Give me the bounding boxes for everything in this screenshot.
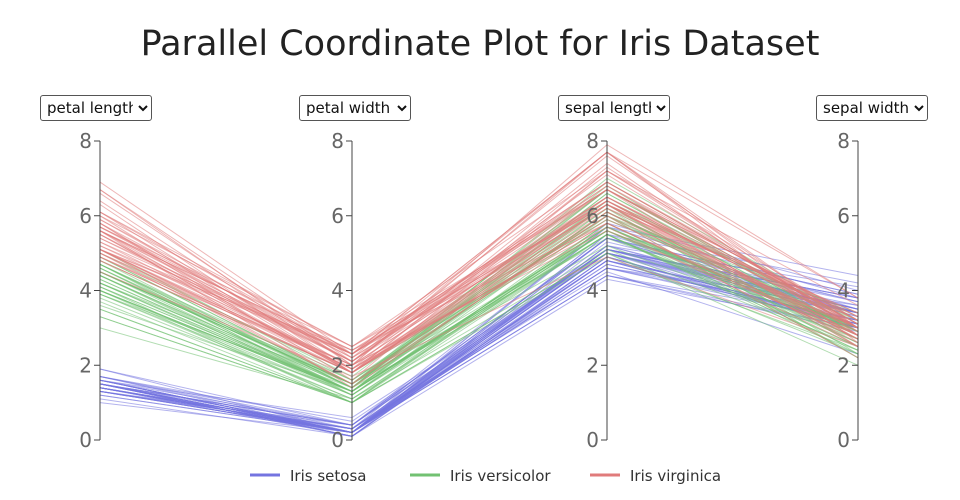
tick-label: 6 — [79, 204, 92, 228]
record-line — [99, 200, 859, 359]
series-iris-virginica — [99, 144, 859, 389]
tick-label: 2 — [79, 353, 92, 377]
tick-label: 8 — [586, 129, 599, 153]
tick-label: 0 — [79, 428, 92, 452]
tick-label: 4 — [79, 279, 92, 303]
record-line — [99, 151, 859, 355]
axis-sepal-width: 0 2 4 6 8 — [837, 129, 859, 452]
tick-label: 0 — [837, 428, 850, 452]
axis-sepal-length: 0 2 4 6 8 — [586, 129, 608, 452]
record-line — [99, 189, 859, 355]
record-line — [99, 215, 859, 374]
tick-label: 8 — [331, 129, 344, 153]
record-line — [99, 218, 859, 374]
tick-label: 0 — [586, 428, 599, 452]
record-line — [99, 189, 859, 348]
legend-label: Iris versicolor — [450, 467, 551, 485]
tick-label: 6 — [837, 204, 850, 228]
tick-label: 2 — [586, 353, 599, 377]
record-line — [99, 207, 859, 355]
chart-title: Parallel Coordinate Plot for Iris Datase… — [140, 24, 820, 64]
polylines-layer — [99, 144, 859, 437]
legend-item-iris-setosa[interactable]: Iris setosa — [250, 467, 366, 485]
tick-label: 8 — [837, 129, 850, 153]
tick-label: 2 — [331, 353, 344, 377]
tick-label: 8 — [79, 129, 92, 153]
record-line — [99, 233, 859, 404]
tick-label: 2 — [837, 353, 850, 377]
axes-layer: 0 2 4 6 8 0 2 4 6 8 0 2 4 6 8 0 2 4 6 8 — [79, 129, 859, 452]
record-line — [99, 252, 859, 404]
tick-label: 4 — [837, 279, 850, 303]
tick-label: 4 — [331, 279, 344, 303]
tick-label: 6 — [331, 204, 344, 228]
legend: Iris setosa Iris versicolor Iris virginica — [250, 467, 721, 485]
tick-label: 6 — [586, 204, 599, 228]
record-line — [99, 151, 859, 366]
legend-label: Iris virginica — [630, 467, 721, 485]
record-line — [99, 248, 859, 400]
legend-item-iris-virginica[interactable]: Iris virginica — [590, 467, 721, 485]
record-line — [99, 256, 859, 378]
legend-item-iris-versicolor[interactable]: Iris versicolor — [410, 467, 551, 485]
axis-petal-length: 0 2 4 6 8 — [79, 129, 101, 452]
legend-label: Iris setosa — [290, 467, 366, 485]
axis-petal-width: 0 2 4 6 8 — [331, 129, 353, 452]
tick-label: 0 — [331, 428, 344, 452]
tick-label: 4 — [586, 279, 599, 303]
record-line — [99, 233, 859, 392]
